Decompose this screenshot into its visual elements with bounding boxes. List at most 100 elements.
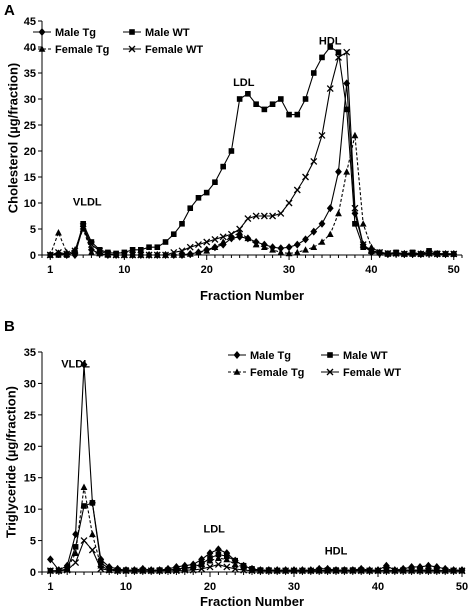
panel-a-point-male-wt bbox=[129, 247, 136, 253]
panel-a-point-male-wt bbox=[343, 106, 350, 113]
panel-a-point-female-wt bbox=[359, 241, 367, 249]
panel-a-point-female-wt bbox=[211, 235, 219, 243]
panel-a-x-tick-label: 10 bbox=[118, 264, 130, 276]
panel-a-point-female-wt bbox=[433, 250, 441, 258]
panel-b-point-female-wt bbox=[382, 567, 390, 575]
panel-a-annotation-ldl: LDL bbox=[233, 77, 255, 89]
panel-b-point-male-wt bbox=[89, 500, 96, 506]
panel-a-point-female-wt bbox=[46, 251, 54, 259]
panel-b-point-female-wt bbox=[206, 563, 214, 571]
panel-b-annotation-vldl: VLDL bbox=[61, 359, 90, 371]
panel-a-point-male-wt bbox=[55, 252, 62, 258]
panel-b-point-female-wt bbox=[282, 567, 290, 575]
panel-b-point-female-wt bbox=[72, 559, 80, 567]
panel-b-y-tick-label: 30 bbox=[24, 378, 36, 390]
panel-a-point-male-wt bbox=[302, 96, 309, 102]
panel-a-point-male-wt bbox=[335, 49, 342, 55]
panel-b-point-female-wt bbox=[433, 567, 441, 575]
panel-a-y-tick-label: 40 bbox=[24, 42, 36, 54]
panel-a-point-female-wt bbox=[170, 248, 178, 256]
panel-a-point-female-tg bbox=[219, 238, 227, 245]
panel-a-point-female-wt bbox=[63, 250, 71, 258]
panel-b-y-tick-label: 20 bbox=[24, 441, 36, 453]
panel-a-point-female-wt bbox=[318, 131, 326, 139]
panel-a-point-female-tg bbox=[343, 168, 351, 175]
panel-b-point-female-tg bbox=[72, 549, 79, 556]
panel-a-point-female-tg bbox=[351, 131, 359, 139]
panel-a-point-male-wt bbox=[138, 247, 144, 253]
panel-b-legend-label-male-tg: Male Tg bbox=[250, 350, 291, 362]
panel-a-point-female-wt bbox=[96, 247, 104, 255]
panel-a-point-female-wt bbox=[79, 222, 87, 230]
panel-b-point-female-tg bbox=[173, 566, 180, 573]
panel-a-point-female-tg bbox=[293, 248, 301, 256]
panel-b-series-line-female-wt bbox=[50, 539, 462, 572]
panel-b-x-tick-label: 50 bbox=[456, 581, 468, 593]
panel-a-annotation-hdl: HDL bbox=[319, 35, 342, 47]
panel-a-point-female-wt bbox=[400, 250, 408, 258]
panel-a-point-male-wt bbox=[236, 96, 243, 102]
panel-a-y-tick-label: 5 bbox=[30, 224, 36, 236]
panel-a-point-male-wt bbox=[88, 239, 95, 245]
panel-b-legend-marker-male-wt bbox=[327, 352, 333, 358]
panel-a-point-female-tg bbox=[326, 230, 334, 237]
panel-a-point-male-tg bbox=[335, 167, 342, 176]
panel-a-point-female-wt bbox=[129, 251, 137, 259]
panel-b-point-male-tg bbox=[215, 545, 222, 554]
panel-a-chart: 0 5 10 15 20 25 30 35 40 45 1 10 20 30 40 50 VLDL LDL HDL M… bbox=[24, 16, 463, 276]
panel-a-point-female-tg bbox=[269, 246, 276, 253]
panel-a-point-female-wt bbox=[384, 249, 392, 257]
panel-a-point-female-wt bbox=[260, 212, 268, 220]
panel-b-series-line-male-wt bbox=[50, 502, 462, 572]
panel-b-point-male-tg bbox=[416, 562, 424, 571]
panel-a-point-female-wt bbox=[87, 241, 95, 249]
panel-a-point-female-tg bbox=[186, 250, 194, 257]
panel-a-point-male-wt bbox=[195, 195, 202, 201]
panel-b-x-axis-label: Fraction Number bbox=[200, 594, 304, 609]
panel-b-point-female-tg bbox=[164, 566, 172, 573]
panel-a-point-female-tg bbox=[228, 233, 235, 240]
panel-b-point-female-wt bbox=[399, 567, 407, 575]
panel-b-point-male-wt bbox=[215, 551, 222, 558]
panel-b-point-male-tg bbox=[206, 549, 214, 558]
panel-b-point-female-wt bbox=[231, 565, 239, 573]
panel-a-point-female-wt bbox=[137, 251, 145, 259]
panel-a-y-tick-label: 10 bbox=[24, 198, 36, 210]
panel-a-point-female-tg bbox=[211, 243, 219, 250]
panel-b-point-female-wt bbox=[156, 567, 164, 575]
panel-a-point-male-tg bbox=[277, 244, 285, 253]
panel-b-point-female-wt bbox=[366, 567, 374, 575]
panel-a-point-female-wt bbox=[227, 230, 235, 238]
panel-a-point-male-wt bbox=[228, 148, 235, 154]
panel-b-legend-label-female-wt: Female WT bbox=[343, 367, 401, 379]
panel-a-x-tick-label: 40 bbox=[365, 264, 377, 276]
panel-a-point-female-tg bbox=[252, 241, 260, 248]
panel-b-point-female-wt bbox=[139, 567, 147, 575]
panel-b-annotation-hdl: HDL bbox=[325, 545, 348, 557]
panel-a-point-female-wt bbox=[120, 251, 128, 259]
panel-b-legend-marker-female-wt bbox=[326, 368, 334, 376]
panel-a-point-female-wt bbox=[409, 249, 417, 257]
panel-a-point-female-wt bbox=[376, 248, 384, 256]
panel-b-point-female-wt bbox=[240, 566, 248, 574]
panel-a-point-male-wt bbox=[80, 221, 86, 227]
panel-b-point-female-wt bbox=[307, 567, 315, 575]
panel-b-point-female-wt bbox=[63, 566, 71, 574]
panel-a-y-tick-label: 25 bbox=[24, 120, 36, 132]
panel-a-point-male-wt bbox=[261, 106, 268, 113]
panel-b-point-female-wt bbox=[298, 567, 306, 575]
panel-b-point-female-wt bbox=[273, 567, 281, 575]
panel-b-point-female-wt bbox=[97, 565, 105, 573]
panel-a-legend-marker-female-wt bbox=[128, 45, 136, 53]
panel-b-annotation-ldl: LDL bbox=[204, 523, 226, 535]
panel-a-point-male-wt bbox=[269, 101, 276, 107]
panel-b-point-female-wt bbox=[374, 567, 382, 575]
panel-a-series-line-female-tg bbox=[49, 135, 454, 256]
panel-b-point-female-tg bbox=[198, 560, 205, 568]
panel-a-point-male-wt bbox=[162, 239, 169, 245]
panel-b-point-female-wt bbox=[290, 567, 298, 575]
panel-a-point-female-wt bbox=[55, 248, 62, 256]
panel-a-annotation-vldl: VLDL bbox=[73, 197, 102, 209]
panel-a-point-female-wt bbox=[186, 243, 194, 251]
panel-a-point-male-wt bbox=[245, 91, 251, 97]
